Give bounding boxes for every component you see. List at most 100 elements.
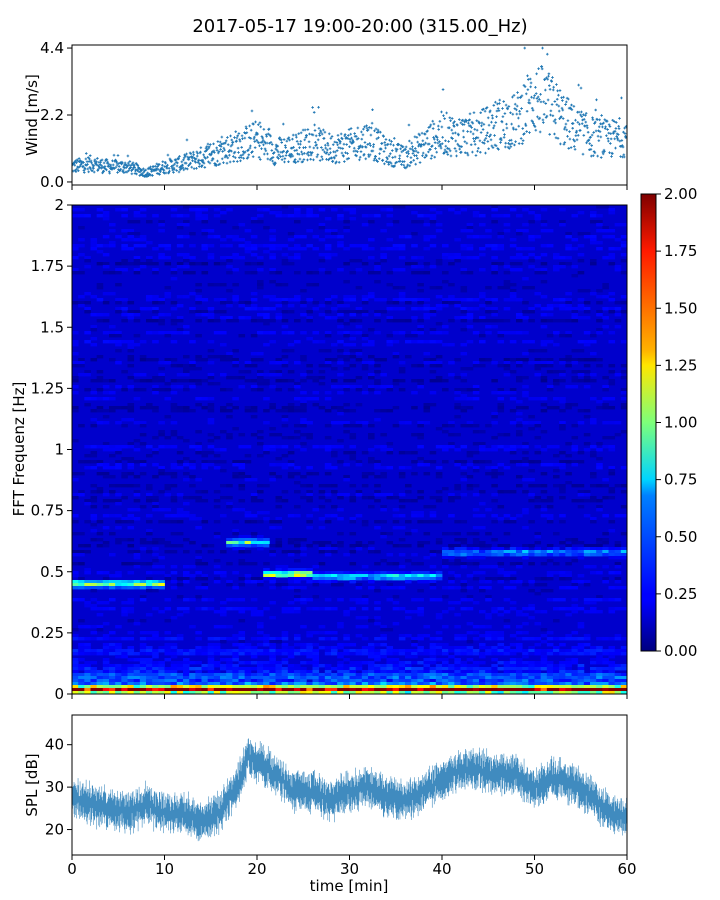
wind-point (593, 122, 596, 125)
spectrogram-cell (442, 649, 449, 653)
spectrogram-cell (442, 646, 449, 650)
spectrogram-cell (263, 295, 270, 299)
wind-point (389, 152, 392, 156)
spectrogram-cell (491, 391, 498, 395)
wind-point (435, 136, 439, 139)
wind-point (239, 159, 242, 163)
spectrogram-cell (429, 340, 437, 344)
spectrogram-cell (195, 358, 202, 362)
spectrogram-cell (491, 553, 498, 557)
spectrogram-cell (590, 235, 597, 239)
spectrogram-cell (349, 331, 357, 335)
spectrogram-cell (300, 304, 307, 308)
wind-x-ticks (71, 185, 628, 190)
spectrogram-cell (559, 490, 566, 494)
wind-point (523, 85, 527, 89)
spectrogram-cell (331, 235, 338, 239)
spectrogram-cell (442, 565, 449, 569)
spectrogram-cell (257, 520, 264, 524)
spectrogram-cell (497, 631, 505, 635)
spectrogram-cell (534, 268, 542, 272)
spectrogram-cell (343, 331, 350, 335)
spectrogram-cell (213, 490, 221, 494)
spectrogram-cell (170, 406, 178, 410)
spectrogram-cell (232, 475, 239, 479)
spectrogram-cell (121, 259, 128, 263)
spectrogram-cell (454, 574, 461, 578)
spectrogram-cell (164, 262, 172, 266)
spectrogram-cell (115, 421, 122, 425)
spectrogram-cell (620, 637, 627, 641)
wind-point (412, 159, 416, 162)
spectrogram-cell (269, 427, 276, 431)
spectrogram-cell (577, 370, 585, 374)
spectrogram-cell (201, 262, 209, 266)
spectrogram-cell (102, 466, 110, 470)
wind-point (425, 154, 428, 158)
spectrogram-cell (139, 238, 147, 242)
spectrogram-cell (213, 235, 221, 239)
wind-point (81, 164, 85, 168)
spectrogram-cell (306, 571, 313, 575)
spectrogram-cell (287, 514, 295, 518)
spectrogram-cell (417, 589, 424, 593)
spectrogram-cell (528, 607, 535, 611)
spectrogram-cell (72, 247, 79, 251)
wind-point (421, 154, 424, 157)
spectrogram-cell (176, 253, 184, 257)
wind-point (121, 161, 124, 165)
spectrogram-cell (386, 562, 394, 566)
wind-point (136, 169, 139, 172)
spectrogram-cell (454, 376, 461, 380)
spectrogram-cell (571, 307, 579, 311)
spectrogram-cell (534, 217, 542, 221)
wind-point (153, 164, 157, 168)
spectrogram-cell (423, 358, 431, 362)
wind-point (433, 137, 436, 141)
spectrogram-cell (213, 532, 221, 536)
spectrogram-cell (263, 634, 270, 638)
spectrogram-cell (491, 265, 498, 269)
spectrogram-cell (115, 235, 122, 239)
spectrogram-cell (127, 262, 135, 266)
spectrogram-cell (90, 337, 98, 341)
spectrogram-cell (454, 433, 461, 437)
spectrogram-cell (232, 319, 239, 323)
spectrogram-cell (503, 331, 511, 335)
wind-point (580, 115, 584, 118)
spectrogram-cell (170, 409, 178, 413)
spectrogram-cell (72, 637, 79, 641)
spectrogram-cell (546, 304, 554, 308)
spectrogram-cell (423, 634, 431, 638)
spectrogram-cell (565, 613, 572, 617)
spectrogram-cell (287, 568, 295, 572)
spectrogram-cell (380, 466, 387, 470)
wind-point (361, 145, 364, 148)
wind-point (448, 116, 452, 120)
wind-point (545, 114, 549, 118)
spectrogram-cell (380, 574, 387, 578)
spectrogram-cell (590, 598, 597, 602)
wind-point (542, 100, 546, 104)
wind-point (431, 127, 435, 130)
wind-point (111, 163, 115, 167)
wind-point (534, 92, 538, 95)
spectrogram-cell (146, 262, 153, 266)
spectrogram-cell (133, 268, 141, 272)
wind-point (573, 147, 577, 151)
spectrogram-cell (269, 448, 276, 452)
wind-point (510, 142, 514, 145)
spectrogram-cell (497, 472, 505, 476)
spectrogram-cell (411, 451, 418, 455)
spectrogram-cell (368, 433, 375, 437)
spectrogram-cell (158, 319, 165, 323)
spectrogram-cell (368, 649, 375, 653)
spectrogram-cell (516, 316, 523, 320)
spectrogram-cell (195, 478, 202, 482)
spectrogram-cell (596, 313, 603, 317)
spectrogram-cell (460, 472, 468, 476)
wind-point (435, 150, 439, 154)
wind-point (604, 125, 607, 129)
spectrogram-cell (559, 463, 566, 467)
wind-point (218, 144, 221, 147)
